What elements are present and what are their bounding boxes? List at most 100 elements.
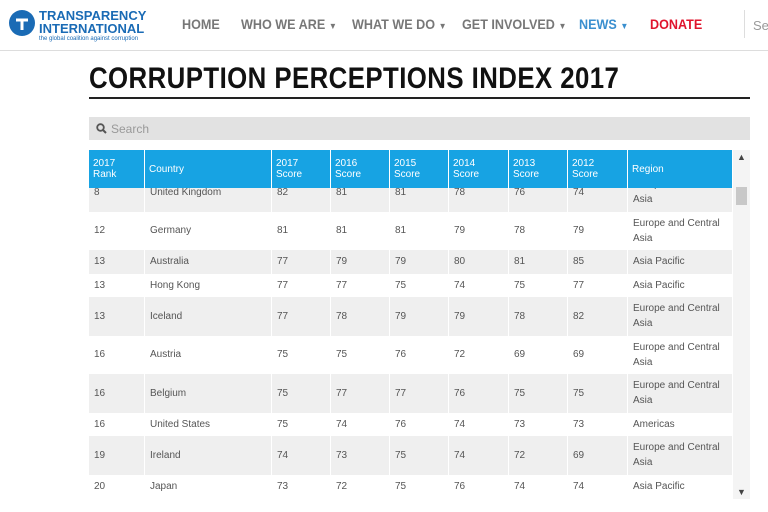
- nav-item[interactable]: GET INVOLVED ▼: [462, 16, 567, 32]
- caret: ▼: [328, 21, 337, 31]
- caret: ▼: [620, 21, 629, 31]
- table-row: 12 Germany 81 81 81 79 78 79 Europe and Central …: [89, 211, 733, 250]
- column-header: 2017 Score: [272, 150, 331, 188]
- column-header: 2013 Score: [509, 150, 568, 188]
- table-cell: Hong Kong: [145, 273, 272, 297]
- scroll-thumb[interactable]: [736, 187, 747, 205]
- table-cell: 77: [272, 273, 331, 297]
- table-cell: Asia Pacific: [628, 474, 733, 498]
- table-cell: 73: [272, 474, 331, 498]
- table-row: 16 Belgium 75 77 77 76 75 75 Europe and Central …: [89, 374, 733, 413]
- table-cell: 76: [390, 412, 449, 436]
- table-cell: 74: [272, 436, 331, 475]
- column-header: 2014 Score: [449, 150, 509, 188]
- table-cell: 75: [390, 474, 449, 498]
- table-cell: 79: [449, 297, 509, 336]
- table-cell: 79: [331, 250, 390, 274]
- table-cell: 75: [390, 436, 449, 475]
- table-cell: 75: [509, 374, 568, 413]
- table-cell: 81: [390, 211, 449, 250]
- table-cell: 85: [568, 250, 628, 274]
- nav-label: WHO WE ARE: [241, 16, 326, 32]
- nav-item[interactable]: WHO WE ARE ▼: [241, 16, 337, 32]
- table-cell: 81: [272, 211, 331, 250]
- scrollbar[interactable]: ▲ ▼: [733, 150, 750, 499]
- table-cell: 81: [331, 211, 390, 250]
- table-cell: 74: [449, 273, 509, 297]
- table-row: 16 Austria 75 75 76 72 69 69 Europe and Central …: [89, 335, 733, 374]
- logo-tagline: the global coalition against corruption: [39, 36, 139, 42]
- table-cell: 81: [509, 250, 568, 274]
- table-cell: 73: [331, 436, 390, 475]
- table-cell: Europe and Central Asia: [628, 374, 733, 413]
- table-cell: 20: [89, 474, 145, 498]
- nav-label: WHAT WE DO: [352, 16, 436, 32]
- table-cell: Austria: [145, 335, 272, 374]
- table-cell: 79: [390, 250, 449, 274]
- logo-text[interactable]: TRANSPARENCY INTERNATIONAL the global co…: [39, 9, 146, 43]
- table-cell: 81: [390, 188, 449, 212]
- table-cell: 78: [509, 297, 568, 336]
- table-cell: Ireland: [145, 436, 272, 475]
- table-cell: 74: [568, 474, 628, 498]
- page-title: CORRUPTION PERCEPTIONS INDEX 2017: [89, 62, 620, 95]
- table-cell: United Kingdom: [145, 188, 272, 212]
- table-cell: 78: [449, 188, 509, 212]
- table-cell: Americas: [628, 412, 733, 436]
- column-header: 2015 Score: [390, 150, 449, 188]
- table-cell: 75: [272, 374, 331, 413]
- site-search[interactable]: Se: [744, 10, 768, 38]
- nav-item[interactable]: NEWS ▼: [579, 16, 628, 32]
- table-cell: United States: [145, 412, 272, 436]
- nav-item[interactable]: DONATE: [650, 16, 703, 32]
- table-cell: 74: [449, 436, 509, 475]
- table-cell: 74: [331, 412, 390, 436]
- table-cell: 77: [331, 273, 390, 297]
- table-cell: Europe and Central Asia: [628, 436, 733, 475]
- table-row: 13 Hong Kong 77 77 75 74 75 77 Asia Pacific: [89, 273, 733, 297]
- table-cell: 76: [449, 474, 509, 498]
- table-cell: 76: [509, 188, 568, 212]
- column-header: 2016 Score: [331, 150, 390, 188]
- table-cell: Asia Pacific: [628, 250, 733, 274]
- nav-item[interactable]: HOME: [182, 16, 220, 32]
- table-cell: 82: [272, 188, 331, 212]
- table-cell: 82: [568, 297, 628, 336]
- table-row: 20 Japan 73 72 75 76 74 74 Asia Pacific: [89, 474, 733, 498]
- table-cell: 12: [89, 211, 145, 250]
- table-cell: 76: [449, 374, 509, 413]
- table-cell: 69: [568, 335, 628, 374]
- nav-label: NEWS: [579, 16, 617, 32]
- table-cell: 72: [509, 436, 568, 475]
- table-search[interactable]: Search: [89, 117, 750, 140]
- table-cell: 77: [331, 374, 390, 413]
- nav-item[interactable]: WHAT WE DO ▼: [352, 16, 447, 32]
- table-cell: 75: [272, 412, 331, 436]
- logo-line: INTERNATIONAL: [39, 21, 145, 36]
- scroll-up[interactable]: ▲: [737, 152, 746, 162]
- table-cell: Iceland: [145, 297, 272, 336]
- table-cell: 77: [390, 374, 449, 413]
- table-cell: 72: [331, 474, 390, 498]
- caret: ▼: [558, 21, 567, 31]
- table-cell: Japan: [145, 474, 272, 498]
- search-icon: [96, 123, 107, 134]
- logo-icon: [9, 10, 35, 36]
- caret: ▼: [438, 21, 447, 31]
- table-cell: 73: [509, 412, 568, 436]
- table-cell: 79: [449, 211, 509, 250]
- table-cell: 8: [89, 188, 145, 212]
- table-cell: Australia: [145, 250, 272, 274]
- table-cell: 77: [568, 273, 628, 297]
- table-row: 13 Australia 77 79 79 80 81 85 Asia Pacific: [89, 250, 733, 274]
- table-cell: Europe and Central Asia: [628, 297, 733, 336]
- search-placeholder: Search: [111, 122, 150, 136]
- column-header: Region: [628, 150, 733, 188]
- table-cell: 75: [568, 374, 628, 413]
- scroll-down[interactable]: ▼: [737, 487, 746, 497]
- table-cell: 72: [449, 335, 509, 374]
- table-cell: 16: [89, 335, 145, 374]
- site-search-text: Se: [753, 18, 768, 33]
- table-cell: 16: [89, 374, 145, 413]
